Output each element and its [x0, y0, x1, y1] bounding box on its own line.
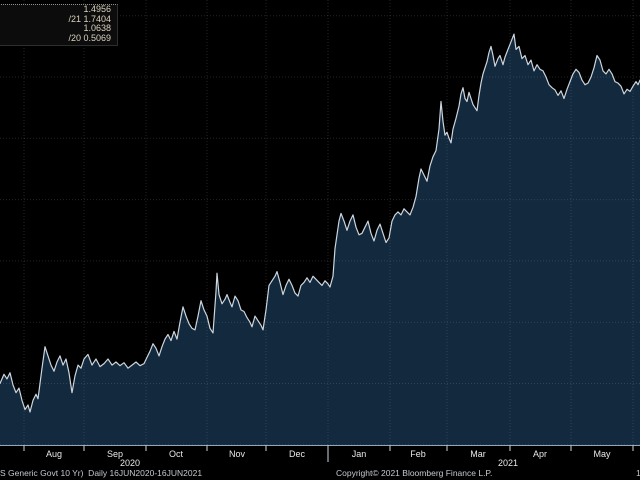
x-axis-month-label: Dec: [288, 449, 306, 459]
copyright-label: Copyright© 2021 Bloomberg Finance L.P.: [336, 468, 493, 478]
x-axis-month-label: Feb: [410, 449, 426, 459]
legend-last-price: 1.4956: [83, 4, 111, 14]
x-axis-year-label: 2021: [497, 458, 519, 468]
x-axis-month-label: May: [593, 449, 611, 459]
x-axis-month-label: Mar: [470, 449, 486, 459]
clipped-timestamp-fragment: 1: [636, 468, 640, 478]
x-axis-month-label: Jan: [351, 449, 367, 459]
x-axis-year-label: 2020: [119, 458, 141, 468]
legend-high-value: /21 1.7404: [68, 13, 111, 24]
x-axis-month-label: Sep: [106, 449, 124, 459]
x-axis-month-label: Aug: [45, 449, 63, 459]
yield-line: [0, 33, 640, 413]
x-axis-month-label: Apr: [532, 449, 548, 459]
x-axis-month-label: Nov: [228, 449, 246, 459]
x-axis-month-label: Oct: [168, 449, 184, 459]
security-period-label: S Generic Govt 10 Yr) Daily 16JUN2020-16…: [0, 468, 203, 478]
legend-average-value: 1.0638: [83, 23, 111, 33]
legend-low-value: /20 0.5069: [68, 32, 111, 43]
yield-area-fill: [0, 34, 640, 446]
legend-box: 1.4956 /21 1.7404 1.0638 /20 0.5069: [0, 4, 118, 46]
